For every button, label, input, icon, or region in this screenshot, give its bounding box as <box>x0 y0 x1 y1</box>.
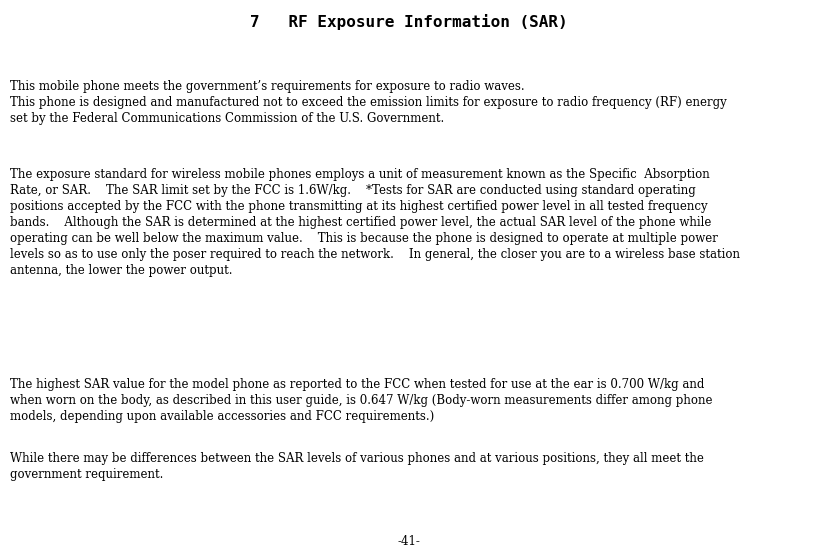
Text: antenna, the lower the power output.: antenna, the lower the power output. <box>10 264 233 277</box>
Text: models, depending upon available accessories and FCC requirements.): models, depending upon available accesso… <box>10 410 435 423</box>
Text: -41-: -41- <box>397 535 420 548</box>
Text: This mobile phone meets the government’s requirements for exposure to radio wave: This mobile phone meets the government’s… <box>10 80 525 93</box>
Text: set by the Federal Communications Commission of the U.S. Government.: set by the Federal Communications Commis… <box>10 112 444 125</box>
Text: levels so as to use only the poser required to reach the network.    In general,: levels so as to use only the poser requi… <box>10 248 740 261</box>
Text: This phone is designed and manufactured not to exceed the emission limits for ex: This phone is designed and manufactured … <box>10 96 727 109</box>
Text: when worn on the body, as described in this user guide, is 0.647 W/kg (Body-worn: when worn on the body, as described in t… <box>10 394 712 407</box>
Text: The exposure standard for wireless mobile phones employs a unit of measurement k: The exposure standard for wireless mobil… <box>10 168 710 181</box>
Text: While there may be differences between the SAR levels of various phones and at v: While there may be differences between t… <box>10 452 704 465</box>
Text: Rate, or SAR.    The SAR limit set by the FCC is 1.6W/kg.    *Tests for SAR are : Rate, or SAR. The SAR limit set by the F… <box>10 184 696 197</box>
Text: bands.    Although the SAR is determined at the highest certified power level, t: bands. Although the SAR is determined at… <box>10 216 712 229</box>
Text: operating can be well below the maximum value.    This is because the phone is d: operating can be well below the maximum … <box>10 232 718 245</box>
Text: government requirement.: government requirement. <box>10 468 163 481</box>
Text: 7   RF Exposure Information (SAR): 7 RF Exposure Information (SAR) <box>250 14 567 30</box>
Text: The highest SAR value for the model phone as reported to the FCC when tested for: The highest SAR value for the model phon… <box>10 378 704 391</box>
Text: positions accepted by the FCC with the phone transmitting at its highest certifi: positions accepted by the FCC with the p… <box>10 200 708 213</box>
